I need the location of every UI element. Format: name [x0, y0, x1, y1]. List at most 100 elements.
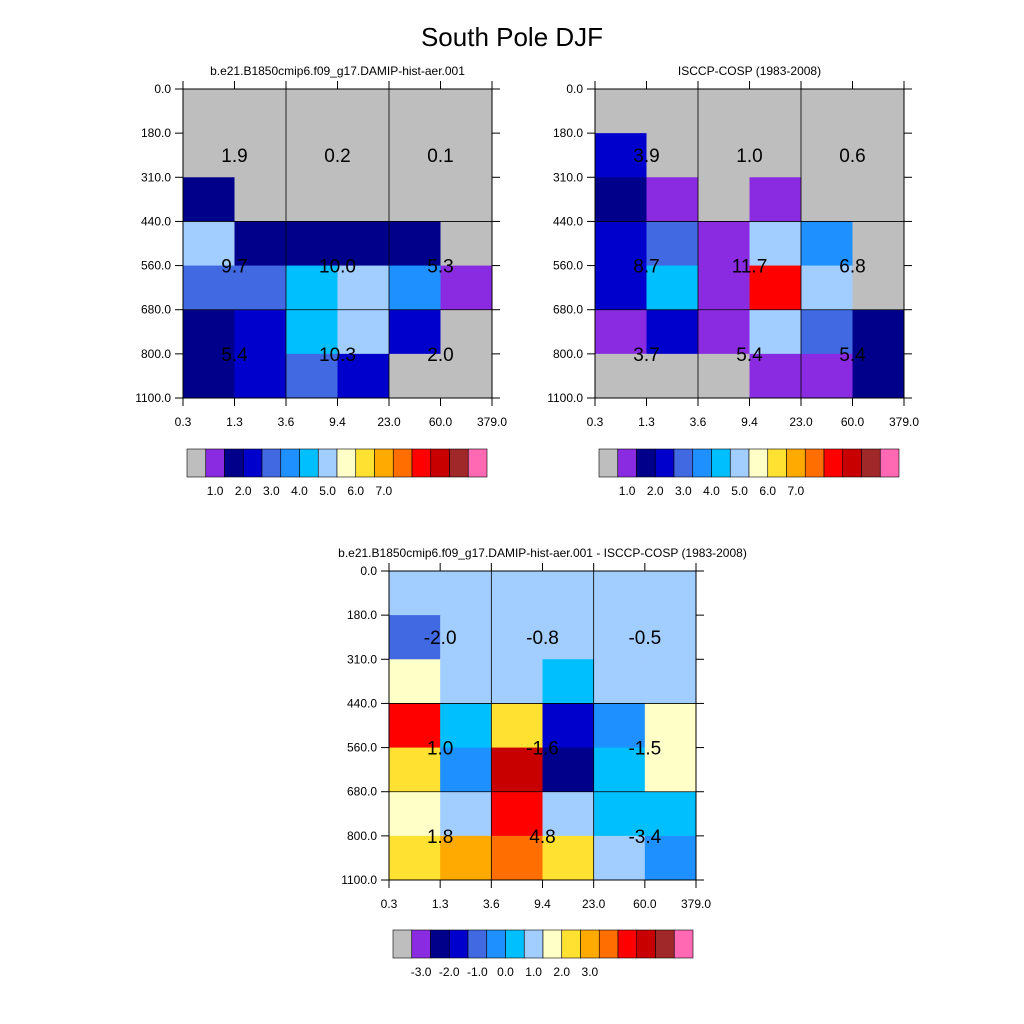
- y-tick-label: 440.0: [553, 214, 583, 228]
- heatmap-cell: [440, 615, 492, 660]
- cell-value-label: -3.4: [628, 827, 661, 848]
- colorbar-swatch: [205, 448, 225, 478]
- heatmap-cell: [440, 309, 493, 355]
- colorbar-swatch: [392, 929, 413, 959]
- heatmap-cell: [286, 221, 338, 267]
- y-tick-label: 800.0: [141, 347, 171, 361]
- colorbar-swatch: [842, 448, 862, 478]
- colorbar-label: 3.0: [675, 484, 692, 498]
- cell-value-label: 3.7: [633, 345, 659, 366]
- heatmap-cell: [183, 133, 235, 178]
- heatmap-cell: [286, 177, 338, 222]
- x-tick-label: 1.3: [432, 897, 449, 911]
- heatmap-cell: [644, 703, 697, 749]
- colorbar-swatch: [561, 929, 581, 959]
- colorbar-swatch: [861, 448, 881, 478]
- heatmap-cell: [646, 89, 699, 134]
- y-tick-label: 560.0: [347, 741, 377, 755]
- colorbar-swatch: [411, 448, 432, 478]
- x-tick-label: 9.4: [741, 415, 758, 429]
- y-tick-label: 680.0: [553, 303, 583, 317]
- colorbar-label: 3.0: [582, 965, 599, 979]
- cell-value-label: 1.9: [221, 146, 247, 167]
- x-tick-label: 9.4: [329, 415, 346, 429]
- heatmap-cell: [389, 791, 441, 837]
- colorbar-label: 4.0: [291, 484, 308, 498]
- heatmap-cell: [593, 703, 646, 749]
- x-tick-label: 379.0: [889, 415, 919, 429]
- heatmap-cell: [593, 571, 646, 616]
- heatmap-cell: [286, 265, 338, 311]
- colorbar: -3.0 -2.0 -1.0 0.0 1.0 2.0 3.0: [392, 929, 694, 979]
- panel-1: b.e21.B1850cmip6.f09_g17.DAMIP-hist-aer.…: [135, 64, 507, 498]
- heatmap-cell: [234, 177, 287, 222]
- heatmap-cell: [595, 89, 647, 134]
- colorbar-swatch: [673, 929, 694, 959]
- panel-2: ISCCP-COSP (1983-2008) 0.0 180.0 310.0 440.0…: [547, 64, 919, 498]
- heatmap-cell: [646, 133, 699, 178]
- heatmap-cell: [801, 177, 853, 222]
- heatmap-cell: [337, 353, 390, 399]
- heatmap-cell: [542, 703, 595, 749]
- heatmap-cell: [646, 353, 699, 399]
- y-tick-label: 680.0: [141, 303, 171, 317]
- colorbar-swatch: [823, 448, 844, 478]
- heatmap-cell: [337, 309, 390, 355]
- y-tick-label: 800.0: [553, 347, 583, 361]
- heatmap-cell: [593, 791, 646, 837]
- x-tick-label: 60.0: [841, 415, 865, 429]
- colorbar-swatch: [523, 929, 544, 959]
- y-tick-label: 680.0: [347, 785, 377, 799]
- heatmap-cell: [698, 133, 750, 178]
- cell-value-label: 1.0: [736, 146, 762, 167]
- heatmap-cell: [749, 309, 802, 355]
- heatmap-cell: [595, 133, 647, 178]
- heatmap-cell: [646, 177, 699, 222]
- heatmap-cell: [801, 133, 853, 178]
- cell-value-label: 5.4: [736, 345, 763, 366]
- colorbar-label: 4.0: [703, 484, 720, 498]
- x-tick-label: 379.0: [681, 897, 711, 911]
- x-tick-label: 0.3: [381, 897, 398, 911]
- colorbar-label: 6.0: [347, 484, 364, 498]
- heatmap-cell: [749, 265, 802, 311]
- colorbar-swatch: [467, 448, 488, 478]
- colorbar-swatch: [392, 448, 413, 478]
- colorbar-swatch: [636, 448, 656, 478]
- heatmap-cell: [286, 353, 338, 399]
- heatmap-cell: [593, 659, 646, 704]
- colorbar-swatch: [355, 448, 375, 478]
- y-tick-label: 0.0: [360, 564, 377, 578]
- colorbar-swatch: [654, 448, 675, 478]
- heatmap-cell: [698, 309, 750, 355]
- heatmap-cell: [749, 177, 802, 222]
- colorbar-label: 0.0: [497, 965, 514, 979]
- heatmap-cell: [801, 353, 853, 399]
- colorbar-label: 5.0: [731, 484, 748, 498]
- heatmap-cell: [644, 747, 697, 793]
- main-title: South Pole DJF: [421, 22, 603, 52]
- heatmap-cell: [183, 221, 235, 267]
- heatmap-cell: [440, 265, 493, 311]
- cell-value-label: 10.0: [319, 257, 356, 278]
- cell-value-label: 1.8: [427, 827, 453, 848]
- heatmap-cell: [389, 615, 441, 660]
- heatmap-cell: [698, 353, 750, 399]
- heatmap-cell: [801, 265, 853, 311]
- colorbar-label: 1.0: [207, 484, 224, 498]
- heatmap-cell: [234, 265, 287, 311]
- colorbar-swatch: [617, 929, 638, 959]
- heatmap-cell: [234, 309, 287, 355]
- y-tick-label: 800.0: [347, 829, 377, 843]
- heatmap-cell: [183, 309, 235, 355]
- colorbar-swatch: [655, 929, 675, 959]
- heatmap-cell: [644, 835, 697, 881]
- heatmap-cell: [440, 89, 493, 134]
- cell-value-label: 10.3: [319, 345, 356, 366]
- heatmap-cell: [644, 615, 697, 660]
- heatmap-cell: [644, 571, 697, 616]
- y-tick-label: 180.0: [347, 608, 377, 622]
- colorbar-label: 2.0: [553, 965, 570, 979]
- colorbar-swatch: [711, 448, 731, 478]
- heatmap-cell: [234, 221, 287, 267]
